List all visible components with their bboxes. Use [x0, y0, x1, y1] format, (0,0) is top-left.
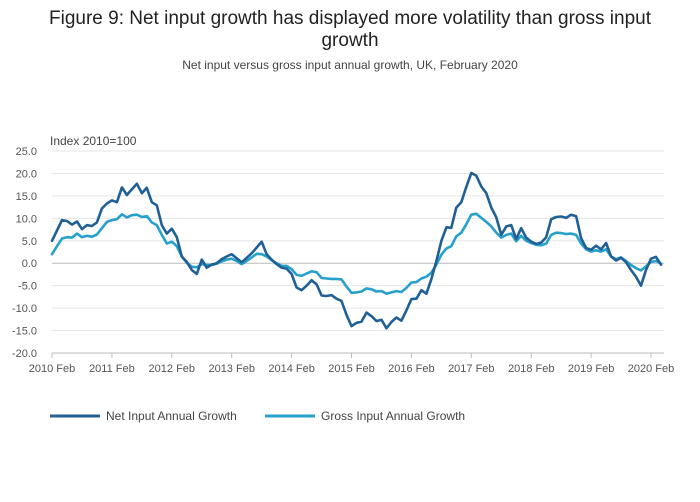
- legend-label-gross-input: Gross Input Annual Growth: [321, 409, 465, 423]
- x-tick-label: 2012 Feb: [149, 363, 195, 375]
- x-tick-label: 2016 Feb: [388, 363, 434, 375]
- series-line-net-input: [50, 171, 663, 330]
- y-tick-label: -20.0: [12, 348, 37, 360]
- series-line-gross-input: [50, 212, 663, 296]
- series-lines: [50, 171, 663, 330]
- y-axis-label: Index 2010=100: [50, 134, 137, 148]
- legend-label-net-input: Net Input Annual Growth: [106, 409, 237, 423]
- legend: Net Input Annual Growth Gross Input Annu…: [50, 409, 465, 423]
- y-tick-label: -10.0: [12, 303, 37, 315]
- y-tick-label: 5.0: [22, 236, 37, 248]
- chart-subtitle: Net input versus gross input annual grow…: [182, 58, 518, 72]
- y-tick-label: -5.0: [18, 281, 37, 293]
- y-tick-label: 15.0: [16, 191, 37, 203]
- y-tick-label: 25.0: [16, 146, 37, 158]
- gridlines: [52, 150, 664, 354]
- y-tick-label: 20.0: [16, 168, 37, 180]
- chart-title-line1: Figure 9: Net input growth has displayed…: [49, 8, 651, 29]
- x-tick-label: 2018 Feb: [508, 363, 554, 375]
- x-axis-ticks: 2010 Feb 2011 Feb 2012 Feb 2013 Feb 2014 Feb…: [29, 353, 674, 375]
- y-tick-label: 10.0: [16, 213, 37, 225]
- y-axis-ticks: 25.0 20.0 15.0 10.0 5.0 0.0 -5.0 -10.0 -15.0 -20.…: [12, 146, 37, 360]
- y-tick-label: -15.0: [12, 326, 37, 338]
- x-tick-label: 2014 Feb: [268, 363, 314, 375]
- x-tick-label: 2019 Feb: [568, 363, 614, 375]
- x-tick-label: 2013 Feb: [208, 363, 254, 375]
- x-tick-label: 2011 Feb: [89, 363, 135, 375]
- x-tick-label: 2010 Feb: [29, 363, 75, 375]
- x-tick-label: 2015 Feb: [328, 363, 374, 375]
- x-tick-label: 2017 Feb: [448, 363, 494, 375]
- chart-title: Figure 9: Net input growth has displayed…: [0, 8, 700, 52]
- x-tick-label: 2020 Feb: [628, 363, 674, 375]
- y-tick-label: 0.0: [22, 258, 37, 270]
- chart-title-line2: growth: [321, 30, 379, 51]
